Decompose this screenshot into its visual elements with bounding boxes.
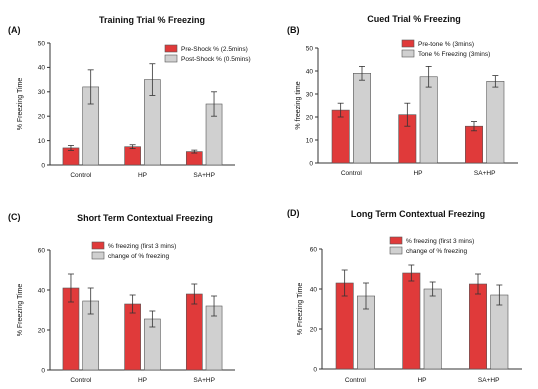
panel-label: (D) [287, 208, 300, 218]
legend-swatch [91, 241, 105, 250]
y-axis-label: % freezing time [295, 81, 302, 129]
bar [185, 151, 203, 166]
legend-label: Post-Shock % (0.5mins) [181, 56, 251, 63]
bar [469, 283, 487, 370]
y-tick-label: 20 [38, 327, 46, 334]
x-category-label: SA+HP [193, 377, 215, 384]
x-category-label: HP [138, 377, 147, 384]
y-tick-label: 20 [38, 114, 46, 121]
chart-title: Cued Trial % Freezing [367, 14, 461, 24]
chart-title: Short Term Contextual Freezing [77, 213, 213, 223]
legend-swatch [389, 236, 403, 245]
x-category-label: Control [70, 172, 92, 179]
legend-swatch [91, 251, 105, 260]
y-tick-label: 50 [306, 45, 314, 52]
y-tick-label: 40 [38, 65, 46, 72]
legend-swatch [164, 54, 178, 63]
chart-panel-c: (C) Short Term Contextual Freezing % Freez… [8, 212, 235, 384]
x-category-label: SA+HP [474, 170, 496, 177]
chart-title: Long Term Contextual Freezing [351, 209, 485, 219]
panel-label: (C) [8, 212, 21, 222]
bar [490, 294, 509, 370]
x-category-label: HP [417, 377, 426, 384]
bar [331, 109, 350, 164]
bar [465, 125, 483, 164]
y-tick-label: 60 [38, 247, 46, 254]
bar [124, 303, 141, 371]
chart-panel-d: (D) Long Term Contextual Freezing % Freezi… [287, 208, 522, 384]
bar [185, 293, 203, 371]
y-tick-label: 20 [306, 114, 314, 121]
y-tick-label: 30 [38, 89, 46, 96]
legend-label: % freezing (first 3 mins) [406, 238, 474, 245]
bar [486, 81, 505, 164]
legend-label: Tone % Freezing (3mins) [418, 51, 490, 58]
panel-label: (A) [8, 25, 21, 35]
legend-swatch [389, 246, 403, 255]
bar [419, 76, 438, 164]
legend-swatch [164, 44, 178, 53]
y-tick-label: 0 [41, 367, 45, 374]
y-tick-label: 60 [310, 246, 318, 253]
x-category-label: SA+HP [193, 172, 215, 179]
bar [124, 146, 141, 166]
y-tick-label: 40 [306, 68, 314, 75]
chart-panel-b: (B) Cued Trial % Freezing % freezing time 0… [287, 14, 518, 177]
y-tick-label: 30 [306, 91, 314, 98]
legend-label: % freezing (first 3 mins) [108, 243, 176, 250]
legend-swatch [401, 49, 415, 58]
legend-label: change of % freezing [108, 253, 169, 260]
bar [423, 288, 442, 370]
y-axis-label: % Freezing Time [17, 284, 24, 337]
legend-label: Pre-Shock % (2.5mins) [181, 46, 248, 53]
y-tick-label: 40 [38, 287, 46, 294]
y-axis-label: % Freezing Time [297, 283, 304, 336]
x-category-label: Control [70, 377, 92, 384]
y-tick-label: 40 [310, 286, 318, 293]
y-axis-label: % Freezing Time [17, 78, 24, 131]
y-tick-label: 20 [310, 326, 318, 333]
x-category-label: Control [345, 377, 367, 384]
panel-label: (B) [287, 25, 300, 35]
y-tick-label: 10 [306, 137, 314, 144]
bar [402, 272, 421, 370]
y-tick-label: 0 [309, 160, 313, 167]
legend-swatch [401, 39, 415, 48]
x-category-label: HP [413, 170, 422, 177]
x-category-label: HP [138, 172, 147, 179]
chart-panel-a: (A) Training Trial % Freezing % Freezing T… [8, 15, 251, 179]
y-tick-label: 0 [41, 162, 45, 169]
legend-label: Pre-tone % (3mins) [418, 41, 474, 48]
y-tick-label: 50 [38, 40, 46, 47]
chart-title: Training Trial % Freezing [99, 15, 205, 25]
y-tick-label: 10 [38, 138, 46, 145]
x-category-label: SA+HP [478, 377, 500, 384]
bar [353, 73, 371, 164]
y-tick-label: 0 [313, 366, 317, 373]
legend-label: change of % freezing [406, 248, 467, 255]
x-category-label: Control [341, 170, 363, 177]
